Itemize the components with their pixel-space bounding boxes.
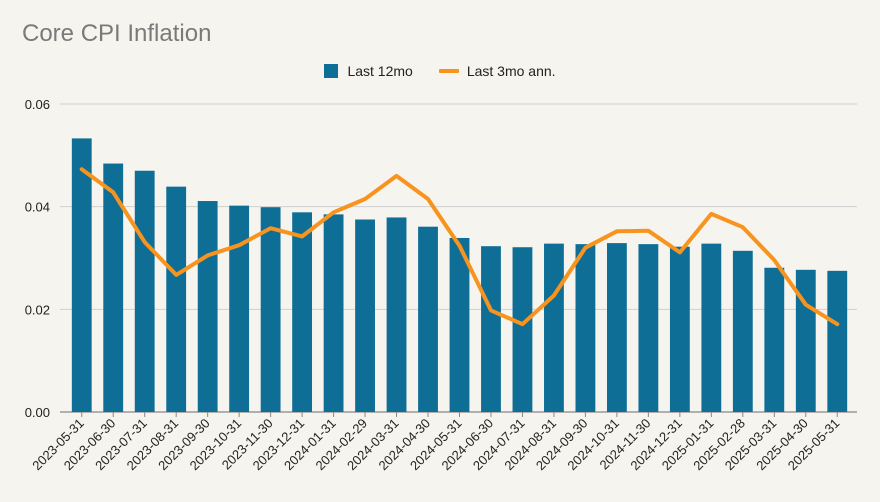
bar <box>355 219 375 412</box>
bar <box>606 243 627 412</box>
bar <box>71 138 92 413</box>
bar <box>449 237 470 412</box>
bar <box>732 250 753 412</box>
legend-swatch-line <box>438 69 459 73</box>
bar <box>669 246 690 412</box>
bar <box>134 170 155 412</box>
y-tick-label: 0.06 <box>25 97 50 112</box>
bar <box>544 243 564 412</box>
bar <box>197 201 218 412</box>
bar <box>827 270 848 412</box>
bar <box>260 207 281 412</box>
legend-item-last-12mo[interactable]: Last 12mo <box>324 63 413 79</box>
y-tick-label: 0.00 <box>25 405 50 420</box>
bar <box>386 217 407 412</box>
legend-label: Last 3mo ann. <box>466 63 556 79</box>
y-tick-label: 0.02 <box>25 302 50 317</box>
legend-label: Last 12mo <box>347 63 413 79</box>
bar <box>764 267 785 412</box>
y-tick-label: 0.04 <box>25 200 50 215</box>
bar <box>166 186 187 412</box>
bar <box>795 269 816 412</box>
series-line-last-3mo-ann <box>79 167 840 327</box>
bar <box>323 214 344 412</box>
bar <box>103 163 124 412</box>
bar <box>701 243 722 412</box>
bar <box>292 212 313 412</box>
bar <box>229 205 250 412</box>
bar <box>638 244 659 412</box>
chart-title: Core CPI Inflation <box>22 20 212 47</box>
bar <box>418 226 438 412</box>
bar <box>512 247 533 412</box>
legend-item-last-3mo-ann[interactable]: Last 3mo ann. <box>438 63 556 79</box>
chart-legend: Last 12mo Last 3mo ann. <box>0 63 880 79</box>
bar <box>575 244 596 412</box>
legend-swatch-bar <box>324 64 339 78</box>
bar <box>481 246 501 412</box>
